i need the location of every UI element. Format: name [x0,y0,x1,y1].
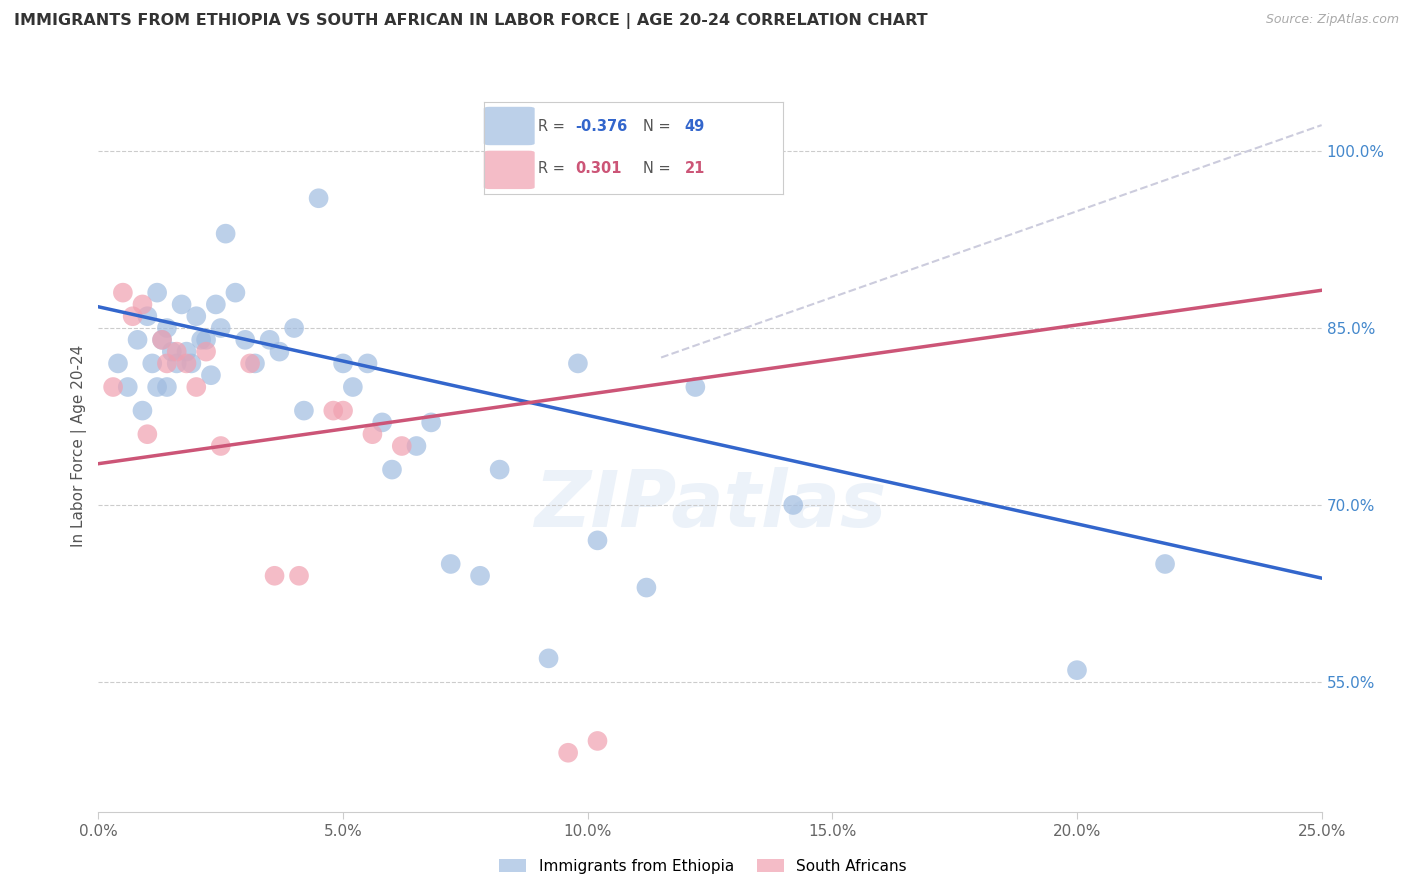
Point [322,403,344,417]
Point [567,356,589,370]
Point [141,356,163,370]
Point [156,321,179,335]
Point [156,380,179,394]
Point [107,356,129,370]
Point [391,439,413,453]
Point [342,380,364,394]
Point [405,439,427,453]
Point [150,333,173,347]
Point [288,568,311,582]
Point [214,227,236,241]
Point [127,333,149,347]
Point [356,356,378,370]
Point [586,734,609,748]
Point [117,380,139,394]
Point [186,380,208,394]
Point [136,427,159,442]
Point [170,297,193,311]
Point [440,557,463,571]
Point [488,462,510,476]
Point [176,344,198,359]
Point [101,380,124,394]
Point [209,321,232,335]
Point [381,462,404,476]
Text: Source: ZipAtlas.com: Source: ZipAtlas.com [1265,13,1399,27]
Point [176,356,198,370]
Y-axis label: In Labor Force | Age 20-24: In Labor Force | Age 20-24 [72,345,87,547]
Point [156,356,179,370]
Point [195,344,218,359]
Point [186,310,208,324]
Point [361,427,384,442]
Point [136,310,159,324]
Point [636,581,658,595]
Point [259,333,281,347]
Point [332,403,354,417]
Point [537,651,560,665]
Point [420,416,443,430]
Point [131,297,153,311]
Point [146,380,169,394]
Point [782,498,804,512]
Point [209,439,232,453]
Point [243,356,266,370]
Point [292,403,315,417]
Point [308,191,330,205]
Point [131,403,153,417]
Text: IMMIGRANTS FROM ETHIOPIA VS SOUTH AFRICAN IN LABOR FORCE | AGE 20-24 CORRELATION: IMMIGRANTS FROM ETHIOPIA VS SOUTH AFRICA… [14,13,928,29]
Text: ZIPatlas: ZIPatlas [534,467,886,542]
Point [283,321,305,335]
Point [263,568,285,582]
Point [146,285,169,300]
Point [166,356,188,370]
Point [586,533,609,548]
Point [371,416,394,430]
Point [468,568,491,582]
Point [180,356,202,370]
Point [269,344,291,359]
Point [1066,663,1088,677]
Point [332,356,354,370]
Point [239,356,262,370]
Point [195,333,218,347]
Point [233,333,256,347]
Point [1154,557,1177,571]
Point [200,368,222,383]
Legend: Immigrants from Ethiopia, South Africans: Immigrants from Ethiopia, South Africans [492,853,914,880]
Point [205,297,228,311]
Point [190,333,212,347]
Point [160,344,183,359]
Point [166,344,188,359]
Point [685,380,707,394]
Point [121,310,143,324]
Point [150,333,173,347]
Point [224,285,246,300]
Point [557,746,579,760]
Point [111,285,134,300]
